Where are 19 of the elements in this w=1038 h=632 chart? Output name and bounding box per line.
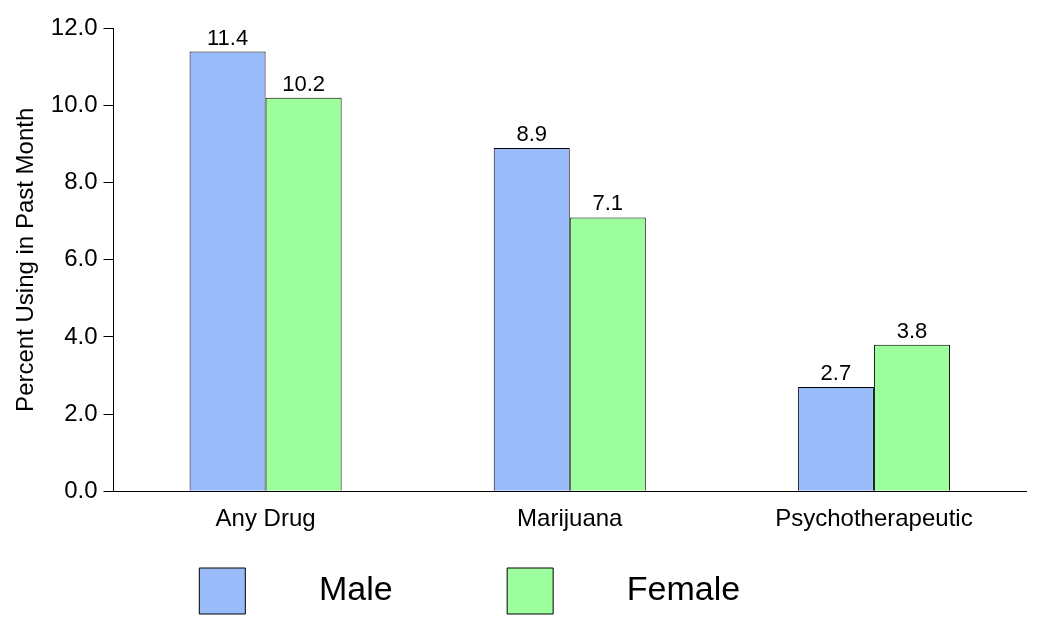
legend-label: Female	[570, 569, 835, 608]
data-label: 8.9	[516, 121, 548, 147]
y-tick-label: 2.0	[64, 398, 98, 426]
legend-label: Male	[262, 569, 488, 608]
x-tick-label: Psychotherapeutic	[775, 504, 973, 532]
y-tick-label: 10.0	[50, 90, 98, 118]
y-axis-title: Percent Using in Past Month	[11, 107, 39, 412]
data-label: 7.1	[592, 190, 624, 216]
data-label: 2.7	[820, 360, 852, 386]
x-tick-label: Marijuana	[517, 504, 624, 532]
data-label: 11.4	[206, 24, 249, 50]
y-tick-label: 0.0	[64, 475, 98, 503]
y-tick-label: 8.0	[64, 167, 98, 195]
x-tick-label: Any Drug	[215, 504, 316, 532]
data-label: 3.8	[896, 317, 928, 343]
data-label: 10.2	[282, 70, 326, 96]
y-tick-label: 12.0	[50, 13, 98, 41]
y-tick-label: 6.0	[64, 244, 98, 272]
y-tick-label: 4.0	[64, 321, 98, 349]
